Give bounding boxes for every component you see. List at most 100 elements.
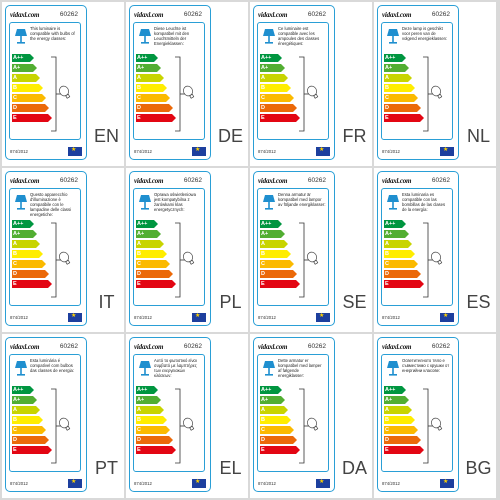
energy-class-bar: E (260, 114, 300, 122)
range-bracket (51, 222, 61, 298)
language-code: ES (466, 292, 491, 312)
energy-class-bar: A++ (12, 386, 34, 394)
label-panel-es: vidaxl.com 60262 Esta luminaria es compati… (374, 168, 496, 332)
energy-class-bar: E (12, 280, 52, 288)
brand-logo: vidaxl.com (134, 343, 164, 351)
product-code: 60262 (183, 11, 202, 18)
product-code: 60262 (431, 343, 450, 350)
energy-class-bar: B (12, 250, 43, 258)
lamp-icon (15, 29, 27, 44)
energy-class-bar: D (136, 104, 173, 112)
lamp-icon (263, 361, 275, 376)
label-body: Questo apparecchio d'illuminazione è com… (9, 188, 81, 306)
bulb-icon (431, 251, 443, 265)
language-code: BG (465, 458, 492, 478)
energy-class-bar: E (384, 114, 424, 122)
energy-class-bar: A (12, 240, 40, 248)
compatibility-text: Dette armatur er kompatibel med lamper a… (278, 358, 322, 378)
energy-label-card: vidaxl.com 60262 Esta luminaria es compati… (377, 171, 459, 326)
card-header: vidaxl.com 60262 (134, 175, 206, 188)
energy-class-scale: A++ A+ A B C D E (384, 386, 424, 468)
energy-class-bar: D (260, 104, 297, 112)
energy-class-bar: E (384, 280, 424, 288)
energy-class-bar: A (136, 406, 164, 414)
energy-class-bar: E (12, 446, 52, 454)
energy-class-bar: A++ (260, 386, 282, 394)
compatibility-text: Esta luminária é compatível com bulbos d… (30, 358, 74, 373)
label-panel-de: vidaxl.com 60262 Diese Leuchte ist kompati… (126, 2, 248, 166)
brand-logo: vidaxl.com (382, 177, 412, 185)
card-header: vidaxl.com 60262 (10, 175, 82, 188)
energy-class-bar: E (260, 446, 300, 454)
range-bracket (175, 222, 185, 298)
brand-logo: vidaxl.com (258, 343, 288, 351)
range-bracket (175, 56, 185, 132)
range-bracket (51, 56, 61, 132)
energy-class-bar: A++ (384, 220, 406, 228)
lamp-icon (139, 195, 151, 210)
energy-class-bar: B (260, 416, 291, 424)
energy-class-bar: A+ (384, 396, 409, 404)
compatibility-text: Oprawa oświetleniowa jest kompatybilna z… (154, 192, 196, 212)
energy-class-bar: C (12, 260, 46, 268)
energy-label-card: vidaxl.com 60262 Diese Leuchte ist kompati… (129, 5, 211, 160)
eu-flag-icon (192, 146, 206, 156)
bulb-icon (431, 417, 443, 431)
energy-class-bar: C (384, 260, 418, 268)
product-code: 60262 (183, 343, 202, 350)
bulb-icon (307, 85, 319, 99)
lamp-icon (387, 29, 399, 44)
range-bracket (299, 388, 309, 464)
label-body: This luminaire is compatible with bulbs … (9, 22, 81, 140)
bulb-icon (183, 417, 195, 431)
label-body: Diese Leuchte ist kompatibel mit den Leu… (133, 22, 205, 140)
energy-class-bar: C (136, 94, 170, 102)
energy-class-bar: B (260, 84, 291, 92)
compatibility-text: Esta luminaria es compatible con las bom… (402, 192, 446, 212)
energy-class-bar: E (260, 280, 300, 288)
label-panel-el: vidaxl.com 60262 Αυτό το φωτιστικό είναι σ… (126, 334, 248, 498)
energy-class-bar: A (12, 74, 40, 82)
product-code: 60262 (183, 177, 202, 184)
eu-flag-icon (68, 312, 82, 322)
energy-class-bar: A+ (260, 396, 285, 404)
energy-class-bar: B (12, 84, 43, 92)
language-code: EL (219, 458, 242, 478)
card-header: vidaxl.com 60262 (382, 341, 454, 354)
range-bracket (299, 222, 309, 298)
energy-label-card: vidaxl.com 60262 Oprawa oświetleniowa jest… (129, 171, 211, 326)
label-body: Αυτό το φωτιστικό είναι συμβατό με λαμπτ… (133, 354, 205, 472)
energy-class-bar: A (136, 240, 164, 248)
bulb-icon (307, 251, 319, 265)
energy-class-bar: D (12, 270, 49, 278)
energy-class-bar: E (136, 114, 176, 122)
lamp-icon (387, 361, 399, 376)
energy-class-bar: A (260, 240, 288, 248)
eu-flag-icon (440, 312, 454, 322)
energy-class-scale: A++ A+ A B C D E (384, 54, 424, 136)
label-panel-nl: vidaxl.com 60262 Deze lamp is geschikt voo… (374, 2, 496, 166)
energy-class-bar: C (136, 426, 170, 434)
energy-class-scale: A++ A+ A B C D E (260, 220, 300, 302)
compatibility-text: Αυτό το φωτιστικό είναι συμβατό με λαμπτ… (154, 358, 197, 378)
energy-class-bar: D (384, 270, 421, 278)
label-panel-it: vidaxl.com 60262 Questo apparecchio d'illu… (2, 168, 124, 332)
energy-class-bar: A+ (12, 396, 37, 404)
product-code: 60262 (307, 177, 326, 184)
energy-class-bar: A+ (260, 230, 285, 238)
language-code: DE (217, 126, 243, 146)
energy-class-bar: B (136, 250, 167, 258)
energy-class-bar: A++ (384, 54, 406, 62)
range-bracket (423, 222, 433, 298)
lamp-icon (387, 195, 399, 210)
regulation-number: 874/2012 (258, 481, 276, 486)
energy-label-card: vidaxl.com 60262 Осветителното тяло е съвм… (377, 337, 459, 492)
energy-class-bar: A (384, 240, 412, 248)
energy-label-card: vidaxl.com 60262 Denna armatur är kompatib… (253, 171, 335, 326)
energy-class-bar: C (260, 260, 294, 268)
regulation-number: 874/2012 (382, 315, 400, 320)
brand-logo: vidaxl.com (258, 177, 288, 185)
energy-class-bar: A++ (384, 386, 406, 394)
bulb-icon (59, 85, 71, 99)
range-bracket (423, 388, 433, 464)
